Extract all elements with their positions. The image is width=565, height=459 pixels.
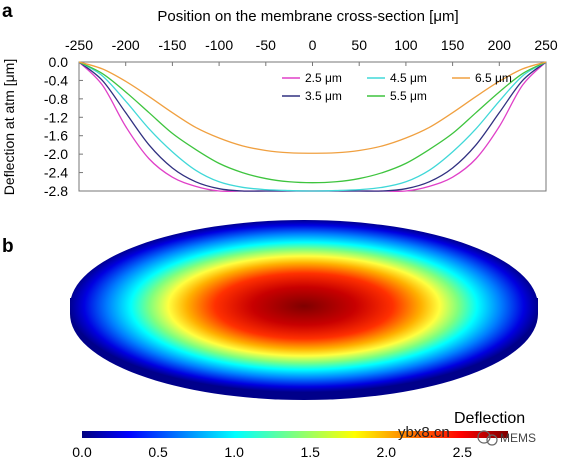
y-tick-label: 0.0 [49,54,69,70]
legend-label: 5.5 μm [390,89,427,103]
x-axis-title: Position on the membrane cross-section [… [157,8,458,25]
legend-label: 4.5 μm [390,71,427,85]
x-tick-label: 250 [534,37,558,53]
x-tick-label: 200 [488,37,512,53]
legend-label: 2.5 μm [305,71,342,85]
colorbar-tick-label: 2.5 [453,444,473,459]
series-line-3 [78,61,547,192]
y-tick-label: -2.0 [44,146,68,162]
colorbar: Deflection 0.0 0.5 1.0 1.5 2.0 2.5 [72,410,525,459]
x-tick-label: 0 [309,37,317,53]
y-tick-label: -2.4 [44,165,68,181]
watermark-brand: MEMS [500,431,536,445]
series-line-4 [78,61,547,184]
colorbar-tick-label: 1.5 [300,444,320,459]
series-line-5 [78,61,547,154]
deflection-heatmap [70,220,538,400]
y-tick-label: -0.8 [44,91,68,107]
legend-label: 3.5 μm [305,89,342,103]
watermark-logo: MEMS [477,430,536,446]
legend-label: 6.5 μm [475,71,512,85]
x-tick-label: -200 [112,37,140,53]
x-tick-label: 150 [441,37,465,53]
y-tick-label: -1.6 [44,128,68,144]
colorbar-tick-label: 0.5 [148,444,168,459]
y-tick-label: -1.2 [44,109,68,125]
y-axis-title: Deflection at atm [μm] [1,59,17,195]
x-tick-label: 50 [351,37,367,53]
membrane-ellipse [70,220,538,392]
colorbar-tick-label: 2.0 [377,444,397,459]
panel-label-b: b [2,236,14,257]
x-tick-label: -250 [65,37,93,53]
colorbar-title: Deflection [454,410,525,427]
x-tick-label: -150 [158,37,186,53]
colorbar-gradient [82,431,508,438]
deflection-line-chart: Position on the membrane cross-section [… [1,8,558,199]
colorbar-tick-label: 0.0 [72,444,92,459]
x-tick-label: -100 [205,37,233,53]
colorbar-tick-label: 1.0 [224,444,244,459]
x-tick-label: 100 [394,37,418,53]
y-tick-label: -2.8 [44,183,68,199]
wechat-icon [477,430,491,444]
panel-label-a: a [2,1,13,22]
y-tick-label: -0.4 [44,72,68,88]
x-tick-label: -50 [256,37,276,53]
watermark-site: ybx8.cn [398,424,450,441]
